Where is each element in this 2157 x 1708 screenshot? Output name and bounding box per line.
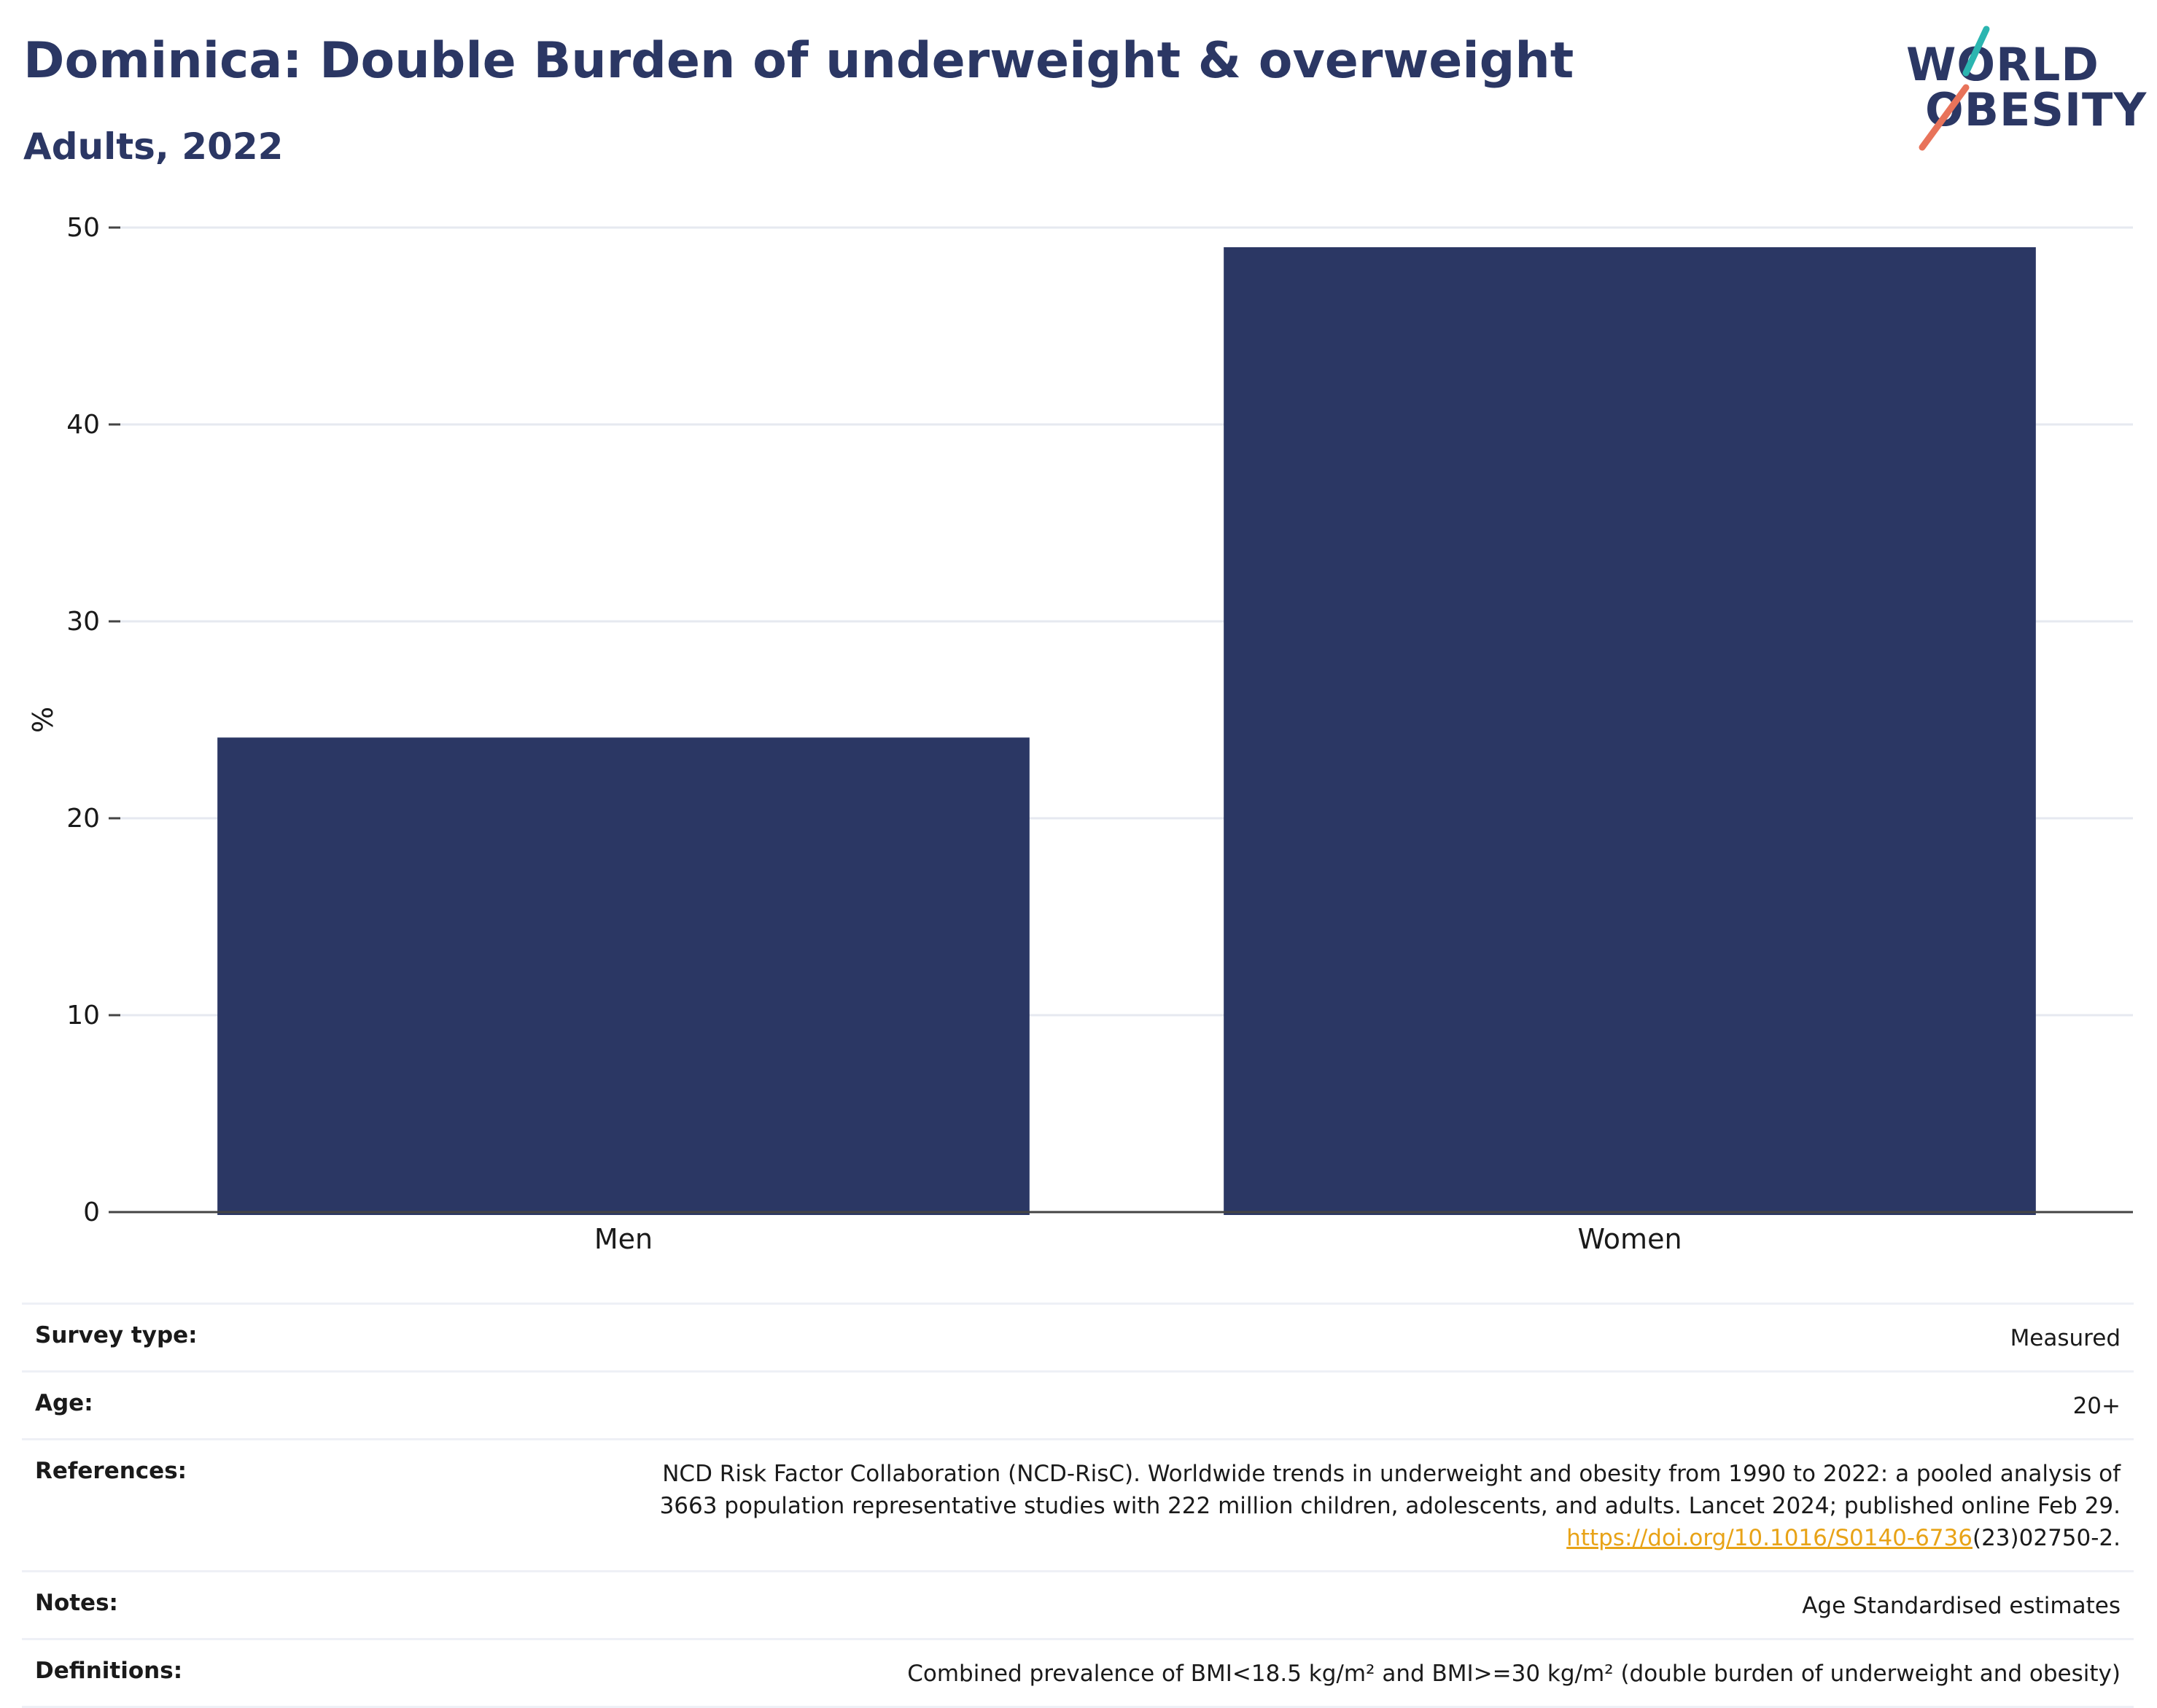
meta-row-notes: Notes: Age Standardised estimates (22, 1570, 2134, 1638)
meta-row-survey-type: Survey type: Measured (22, 1303, 2134, 1370)
meta-row-age: Age: 20+ (22, 1370, 2134, 1438)
meta-row-definitions: Definitions: Combined prevalence of BMI<… (22, 1638, 2134, 1708)
meta-value: Measured (2010, 1325, 2121, 1351)
y-tick-label: 40 (66, 410, 100, 440)
meta-row-references: References: NCD Risk Factor Collaboratio… (22, 1438, 2134, 1570)
bar-men (217, 737, 1030, 1215)
reference-doi-link[interactable]: https://doi.org/10.1016/S0140-6736 (1566, 1525, 1973, 1551)
metadata-table: Survey type: Measured Age: 20+ Reference… (22, 1303, 2134, 1708)
x-tick-label: Women (1577, 1223, 1682, 1254)
reference-line-1: NCD Risk Factor Collaboration (NCD-RisC)… (662, 1461, 2121, 1487)
meta-label: References: (35, 1458, 187, 1484)
axes: 0 10 20 30 40 50 Men Women% (27, 213, 2133, 1254)
meta-label: Survey type: (35, 1322, 198, 1348)
bar-women (1224, 247, 2036, 1215)
meta-value: 20+ (2072, 1393, 2121, 1419)
reference-doi-suffix: (23)02750-2. (1972, 1525, 2121, 1551)
y-tick-label: 10 (66, 1001, 100, 1030)
y-tick-label: 50 (66, 213, 100, 243)
bar-chart: 0 10 20 30 40 50 Men Women% (27, 213, 2133, 1254)
world-obesity-logo: WORLD OBESITY (1896, 22, 2146, 153)
meta-label: Age: (35, 1390, 93, 1416)
y-tick-label: 0 (83, 1197, 100, 1227)
logo-slash-icon (1919, 26, 1990, 151)
y-axis-label: % (27, 707, 59, 733)
chart-title: Dominica: Double Burden of underweight &… (23, 32, 1574, 90)
logo-line-1: WORLD (1906, 38, 2099, 91)
bars (217, 247, 2036, 1215)
y-tick-label: 20 (66, 804, 100, 834)
y-tick-label: 30 (66, 607, 100, 637)
meta-label: Definitions: (35, 1658, 183, 1684)
meta-value: NCD Risk Factor Collaboration (NCD-RisC)… (660, 1458, 2121, 1554)
meta-label: Notes: (35, 1590, 118, 1616)
meta-value: Age Standardised estimates (1802, 1593, 2121, 1619)
reference-line-2: 3663 population representative studies w… (659, 1493, 2121, 1519)
meta-value: Combined prevalence of BMI<18.5 kg/m² an… (907, 1661, 2121, 1687)
x-tick-label: Men (594, 1223, 653, 1254)
chart-subtitle: Adults, 2022 (23, 125, 284, 168)
